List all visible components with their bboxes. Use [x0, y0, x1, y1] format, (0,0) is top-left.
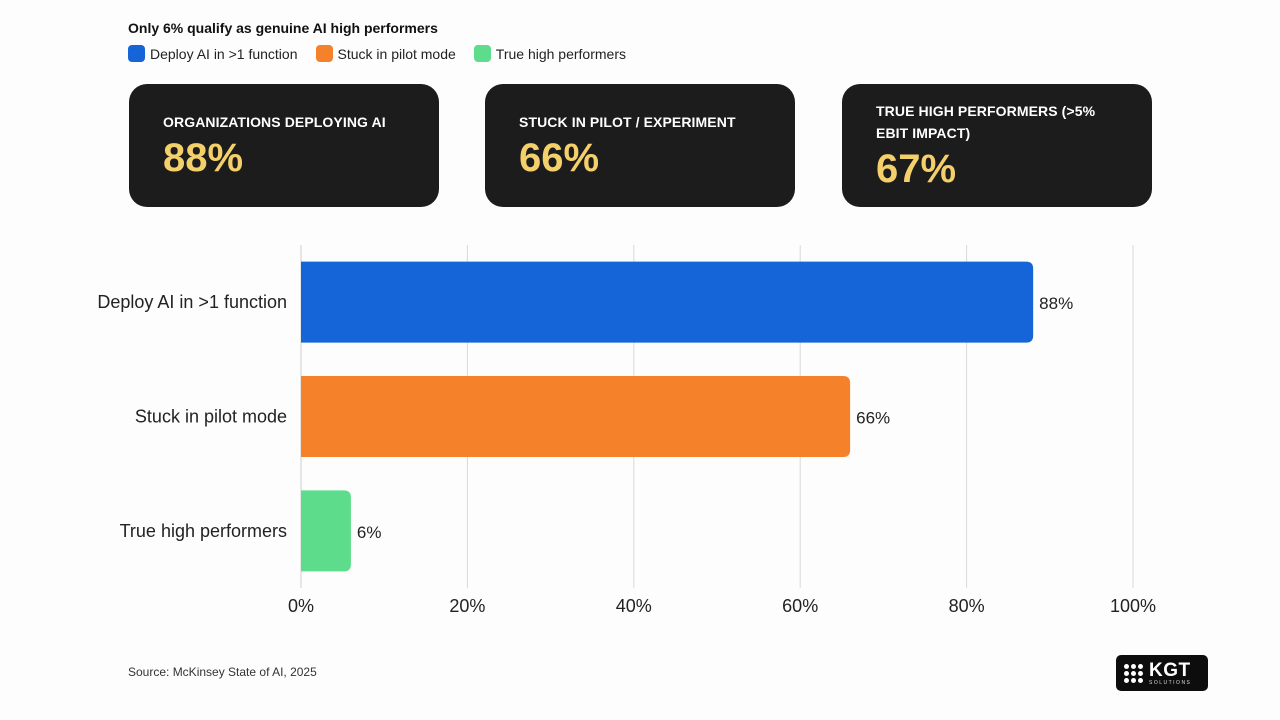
- stat-card-high-performers: TRUE HIGH PERFORMERS (>5% EBIT IMPACT) 6…: [842, 84, 1152, 207]
- x-tick-label-80: 80%: [949, 596, 985, 616]
- stat-card-label: TRUE HIGH PERFORMERS (>5% EBIT IMPACT): [876, 102, 1096, 141]
- bar-value-label-2: 6%: [357, 523, 382, 542]
- x-tick-label-0: 0%: [288, 596, 314, 616]
- category-label-1: Stuck in pilot mode: [135, 407, 287, 427]
- bar-0: [301, 261, 1034, 343]
- stat-card-value: 67%: [876, 146, 957, 191]
- legend-label-high-performers: True high performers: [495, 45, 626, 62]
- category-label-0: Deploy AI in >1 function: [97, 292, 287, 312]
- legend-swatch-deploy: [128, 45, 145, 62]
- x-tick-label-20: 20%: [449, 596, 485, 616]
- legend: Deploy AI in >1 function Stuck in pilot …: [128, 45, 626, 62]
- legend-swatch-high-performers: [473, 45, 491, 62]
- stat-card-deploying: ORGANIZATIONS DEPLOYING AI 88%: [129, 84, 439, 207]
- bar-value-label-1: 66%: [856, 409, 890, 428]
- logo-dots-icon: [1124, 663, 1143, 683]
- legend-item-pilot: Stuck in pilot mode: [315, 45, 456, 62]
- stat-card-pilot: STUCK IN PILOT / EXPERIMENT 66%: [485, 84, 795, 207]
- stat-card-label: STUCK IN PILOT / EXPERIMENT: [519, 113, 736, 130]
- category-label-2: True high performers: [120, 521, 287, 541]
- stat-card-label: ORGANIZATIONS DEPLOYING AI: [163, 113, 386, 130]
- bar-1: [301, 376, 851, 457]
- logo-sub-text: SOLUTIONS: [1149, 679, 1192, 686]
- legend-item-deploy: Deploy AI in >1 function: [128, 45, 298, 62]
- source-note: Source: McKinsey State of AI, 2025: [128, 665, 317, 679]
- bar-value-label-0: 88%: [1039, 294, 1073, 313]
- legend-item-high-performers: True high performers: [473, 45, 626, 62]
- x-tick-label-60: 60%: [782, 596, 818, 616]
- stat-card-value: 88%: [163, 135, 244, 180]
- kgt-logo: KGT SOLUTIONS: [1116, 655, 1208, 691]
- legend-swatch-pilot: [315, 45, 333, 62]
- bar-2: [301, 490, 351, 572]
- stat-card-value: 66%: [519, 135, 600, 180]
- chart-title: Only 6% qualify as genuine AI high perfo…: [128, 20, 438, 36]
- legend-label-pilot: Stuck in pilot mode: [337, 45, 456, 62]
- logo-main-text: KGT: [1149, 659, 1191, 681]
- legend-label-deploy: Deploy AI in >1 function: [150, 45, 298, 62]
- x-tick-label-40: 40%: [616, 596, 652, 616]
- x-tick-label-100: 100%: [1110, 596, 1156, 616]
